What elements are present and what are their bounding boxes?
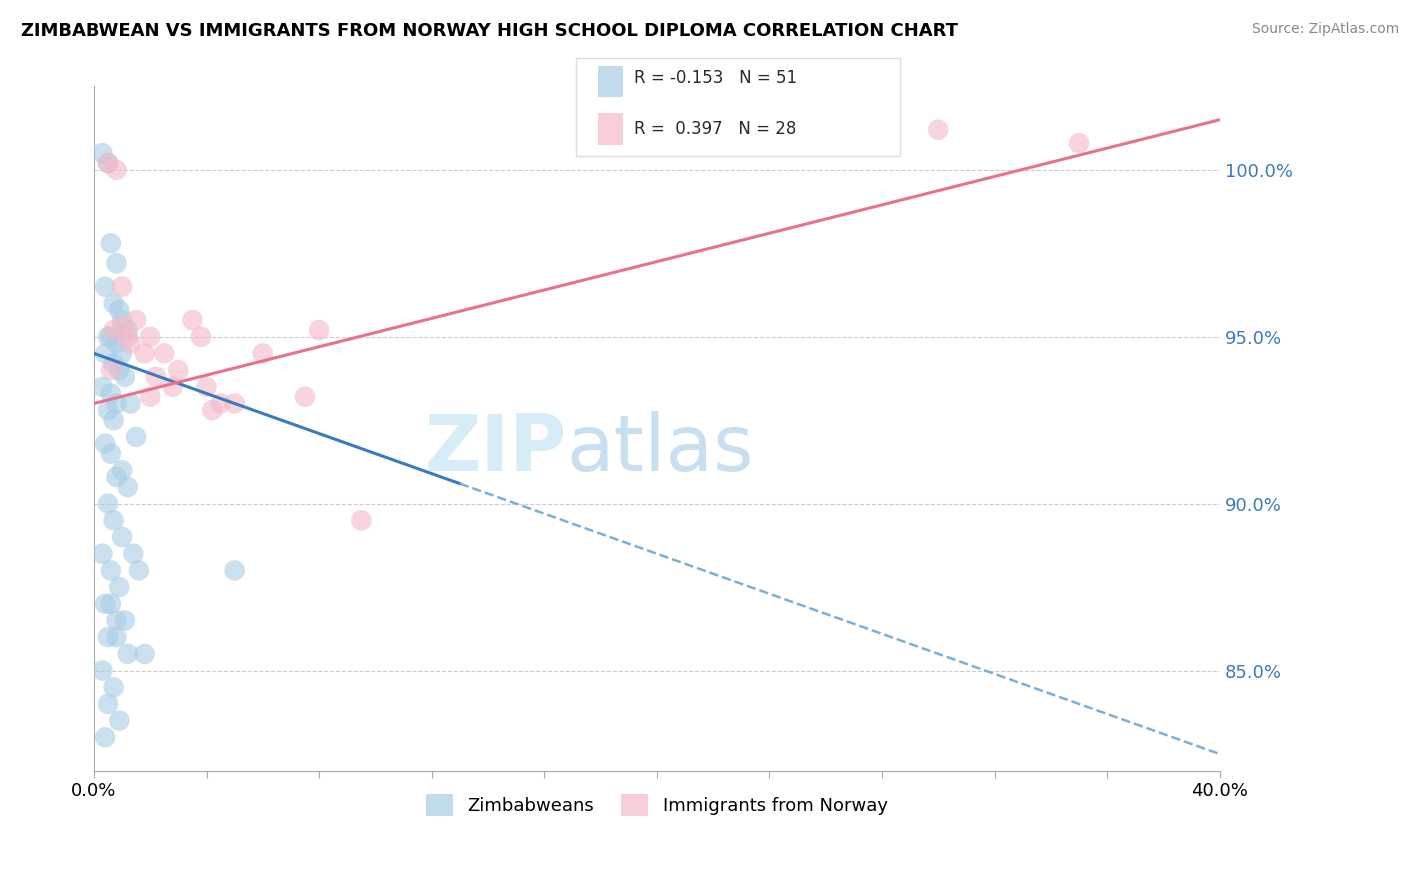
Point — [108, 580, 131, 594]
Point — [100, 363, 122, 377]
Point — [111, 346, 134, 360]
Point — [100, 329, 122, 343]
Point — [125, 430, 148, 444]
Point — [108, 363, 131, 377]
Point — [91, 664, 114, 678]
Point — [252, 346, 274, 360]
Point — [125, 313, 148, 327]
Point — [94, 597, 117, 611]
Point — [350, 513, 373, 527]
Point — [122, 547, 145, 561]
Point — [100, 236, 122, 251]
Point — [134, 346, 156, 360]
Point — [128, 563, 150, 577]
Point — [94, 436, 117, 450]
Text: R =  0.397   N = 28: R = 0.397 N = 28 — [634, 120, 796, 138]
Point — [94, 279, 117, 293]
Point — [111, 463, 134, 477]
Point — [103, 323, 125, 337]
Point — [100, 386, 122, 401]
Point — [91, 380, 114, 394]
Point — [103, 356, 125, 370]
Text: ZIP: ZIP — [425, 411, 567, 487]
Point — [103, 296, 125, 310]
Point — [111, 530, 134, 544]
Point — [195, 380, 218, 394]
Point — [117, 647, 139, 661]
Point — [117, 480, 139, 494]
Text: ZIMBABWEAN VS IMMIGRANTS FROM NORWAY HIGH SCHOOL DIPLOMA CORRELATION CHART: ZIMBABWEAN VS IMMIGRANTS FROM NORWAY HIG… — [21, 22, 957, 40]
Point — [294, 390, 316, 404]
Point — [105, 614, 128, 628]
Point — [94, 346, 117, 360]
Point — [120, 336, 142, 351]
Point — [1067, 136, 1090, 150]
Point — [167, 363, 190, 377]
Point — [108, 714, 131, 728]
Point — [139, 329, 162, 343]
Point — [91, 547, 114, 561]
Point — [97, 497, 120, 511]
Point — [114, 369, 136, 384]
Point — [111, 319, 134, 334]
Point — [97, 156, 120, 170]
Point — [97, 630, 120, 644]
Legend: Zimbabweans, Immigrants from Norway: Zimbabweans, Immigrants from Norway — [419, 787, 896, 823]
Point — [927, 122, 949, 136]
Point — [100, 597, 122, 611]
Point — [190, 329, 212, 343]
Point — [105, 162, 128, 177]
Point — [224, 563, 246, 577]
Point — [105, 470, 128, 484]
Point — [114, 614, 136, 628]
Point — [91, 146, 114, 161]
Point — [111, 313, 134, 327]
Point — [97, 403, 120, 417]
Point — [111, 279, 134, 293]
Point — [105, 396, 128, 410]
Point — [153, 346, 176, 360]
Point — [100, 446, 122, 460]
Point — [103, 680, 125, 694]
Point — [105, 256, 128, 270]
Point — [201, 403, 224, 417]
Point — [181, 313, 204, 327]
Point — [139, 390, 162, 404]
Point — [103, 513, 125, 527]
Point — [108, 303, 131, 318]
Point — [94, 731, 117, 745]
Text: Source: ZipAtlas.com: Source: ZipAtlas.com — [1251, 22, 1399, 37]
Point — [117, 329, 139, 343]
Text: atlas: atlas — [567, 411, 754, 487]
Point — [105, 630, 128, 644]
Point — [145, 369, 167, 384]
Point — [162, 380, 184, 394]
Point — [209, 396, 232, 410]
Point — [308, 323, 330, 337]
Point — [97, 697, 120, 711]
Text: R = -0.153   N = 51: R = -0.153 N = 51 — [634, 69, 797, 87]
Point — [120, 396, 142, 410]
Point — [105, 336, 128, 351]
Point — [224, 396, 246, 410]
Point — [103, 413, 125, 427]
Point — [97, 156, 120, 170]
Point — [97, 329, 120, 343]
Point — [100, 563, 122, 577]
Point — [134, 647, 156, 661]
Point — [117, 323, 139, 337]
